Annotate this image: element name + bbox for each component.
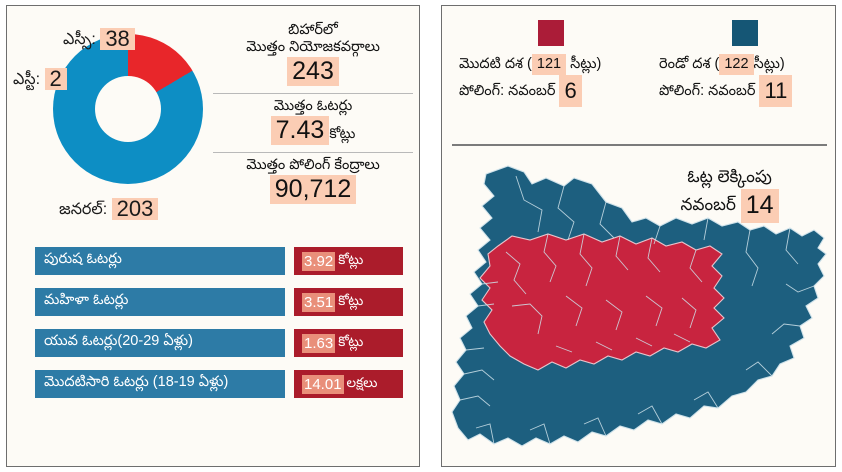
legend-phase1-poll-label: పోలింగ్: నవంబర్ [459, 83, 556, 100]
legend-divider [452, 144, 827, 146]
donut-hole [95, 76, 161, 142]
bar-row: పురుష ఓటర్లు 3.92 కోట్లు [35, 247, 415, 275]
bar-value-number: 14.01 [302, 374, 344, 394]
bar-value-number: 3.51 [302, 292, 336, 312]
bar-value-box: 3.51 కోట్లు [294, 288, 403, 316]
bar-row: యువ ఓటర్లు(20-29 ఏళ్లు) 1.63 కోట్లు [35, 329, 415, 357]
donut-label-general-text: జనరల్: [59, 201, 108, 218]
stats-divider-1 [213, 92, 413, 94]
legend-phase1-seats: 121 [531, 54, 567, 76]
key-stats-column: బిహార్‌లో మొత్తం నియోజకవర్గాలు 243 మొత్త… [213, 20, 413, 208]
stat-value: 90,712 [269, 174, 357, 204]
legend-phase1-poll-line: పోలింగ్: నవంబర్ 6 [457, 75, 645, 107]
donut-label-sc: ఎస్సీ: 38 [63, 28, 135, 52]
counting-month: నవంబర్ [680, 194, 736, 214]
voter-breakdown-bars: పురుష ఓటర్లు 3.92 కోట్లు మహిళా ఓటర్లు 3.5… [35, 247, 415, 411]
stat-polling-stations: మొత్తం పోలింగ్ కేంద్రాలు 90,712 [213, 155, 413, 208]
legend-phase2-poll-line: పోలింగ్: నవంబర్ 11 [657, 75, 832, 107]
stat-value: 7.43 [270, 116, 330, 145]
donut-label-sc-text: ఎస్సీ: [63, 31, 96, 48]
legend-phase2-poll-date: 11 [759, 75, 793, 107]
bar-value-number: 3.92 [302, 251, 336, 271]
legend-phase2-seats-line: రెండో దశ (122 సీట్లు) [657, 54, 832, 76]
legend-phase2-suffix: సీట్లు) [753, 56, 785, 72]
stat-value-wrap: 90,712 [213, 174, 413, 204]
donut-ring [53, 34, 203, 184]
counting-date: 14 [740, 188, 779, 223]
legend-phase-2: రెండో దశ (122 సీట్లు) పోలింగ్: నవంబర్ 11 [657, 20, 832, 107]
bar-value-unit: లక్షలు [346, 374, 378, 390]
legend-phase2-seats: 122 [719, 54, 754, 76]
stats-divider-2 [213, 151, 413, 153]
legend-phase1-prefix: మొదటి దశ ( [459, 56, 532, 72]
map-district-borders [459, 175, 815, 445]
counting-date-line: నవంబర్ 14 [637, 188, 822, 223]
bar-value-number: 1.63 [302, 333, 336, 353]
stat-caption-line1: బిహార్‌లో [288, 22, 338, 38]
bar-value-box: 3.92 కోట్లు [294, 247, 403, 275]
legend-phase1-poll-date: 6 [559, 75, 582, 107]
bar-value-box: 14.01 లక్షలు [294, 370, 403, 398]
bihar-map [446, 156, 834, 464]
legend-phase2-prefix: రెండో దశ ( [659, 56, 720, 72]
bar-value-unit: కోట్లు [338, 333, 364, 349]
bar-value-box: 1.63 కోట్లు [294, 329, 403, 357]
bar-row: మొదటిసారి ఓటర్లు (18-19 ఏళ్లు) 14.01 లక్ష… [35, 370, 415, 398]
legend-phase2-poll-label: పోలింగ్: నవంబర్ [659, 83, 756, 100]
legend-swatch-phase2-icon [731, 20, 758, 46]
bar-value-unit: కోట్లు [338, 292, 364, 308]
legend-phase-1: మొదటి దశ (121 సీట్లు) పోలింగ్: నవంబర్ 6 [457, 20, 645, 107]
stat-total-constituencies: బిహార్‌లో మొత్తం నియోజకవర్గాలు 243 [213, 20, 413, 90]
stat-caption-line2: మొత్తం నియోజకవర్గాలు [246, 39, 380, 56]
bar-label: పురుష ఓటర్లు [35, 247, 285, 275]
stat-value-wrap: 7.43 కోట్లు [213, 116, 413, 145]
stat-caption-line2: మొత్తం పోలింగ్ కేంద్రాలు [246, 156, 380, 173]
legend-phase1-suffix: సీట్లు) [566, 56, 602, 72]
right-panel: మొదటి దశ (121 సీట్లు) పోలింగ్: నవంబర్ 6 … [441, 5, 836, 467]
donut-value-general: 203 [111, 198, 159, 220]
bar-row: మహిళా ఓటర్లు 3.51 కోట్లు [35, 288, 415, 316]
map-phase1-districts [479, 233, 725, 371]
bihar-districts-map-svg [451, 165, 827, 447]
counting-date-note: ఓట్ల లెక్కింపు నవంబర్ 14 [637, 166, 822, 223]
stat-caption-line2: మొత్తం ఓటర్లు [273, 97, 353, 114]
counting-label: ఓట్ల లెక్కింపు [687, 167, 772, 186]
donut-label-st: ఎస్టీ: 2 [13, 68, 67, 92]
stat-value: 243 [287, 57, 339, 86]
stat-total-voters: మొత్తం ఓటర్లు 7.43 కోట్లు [213, 96, 413, 149]
stat-value-wrap: 243 [213, 57, 413, 86]
bar-label: యువ ఓటర్లు(20-29 ఏళ్లు) [35, 329, 285, 357]
donut-label-general: జనరల్: 203 [59, 198, 159, 222]
bar-value-unit: కోట్లు [338, 251, 364, 267]
donut-value-st: 2 [44, 68, 67, 90]
left-panel: ఎస్సీ: 38 ఎస్టీ: 2 జనరల్: 203 బిహార్‌లో … [6, 5, 420, 467]
seats-donut-chart [53, 34, 203, 184]
bar-label: మహిళా ఓటర్లు [35, 288, 285, 316]
bar-label: మొదటిసారి ఓటర్లు (18-19 ఏళ్లు) [35, 370, 285, 398]
legend-phase1-seats-line: మొదటి దశ (121 సీట్లు) [457, 54, 645, 76]
stat-unit: కోట్లు [329, 125, 356, 142]
legend-swatch-phase1-icon [538, 20, 564, 46]
donut-value-sc: 38 [100, 28, 135, 50]
donut-label-st-text: ఎస్టీ: [13, 71, 41, 88]
